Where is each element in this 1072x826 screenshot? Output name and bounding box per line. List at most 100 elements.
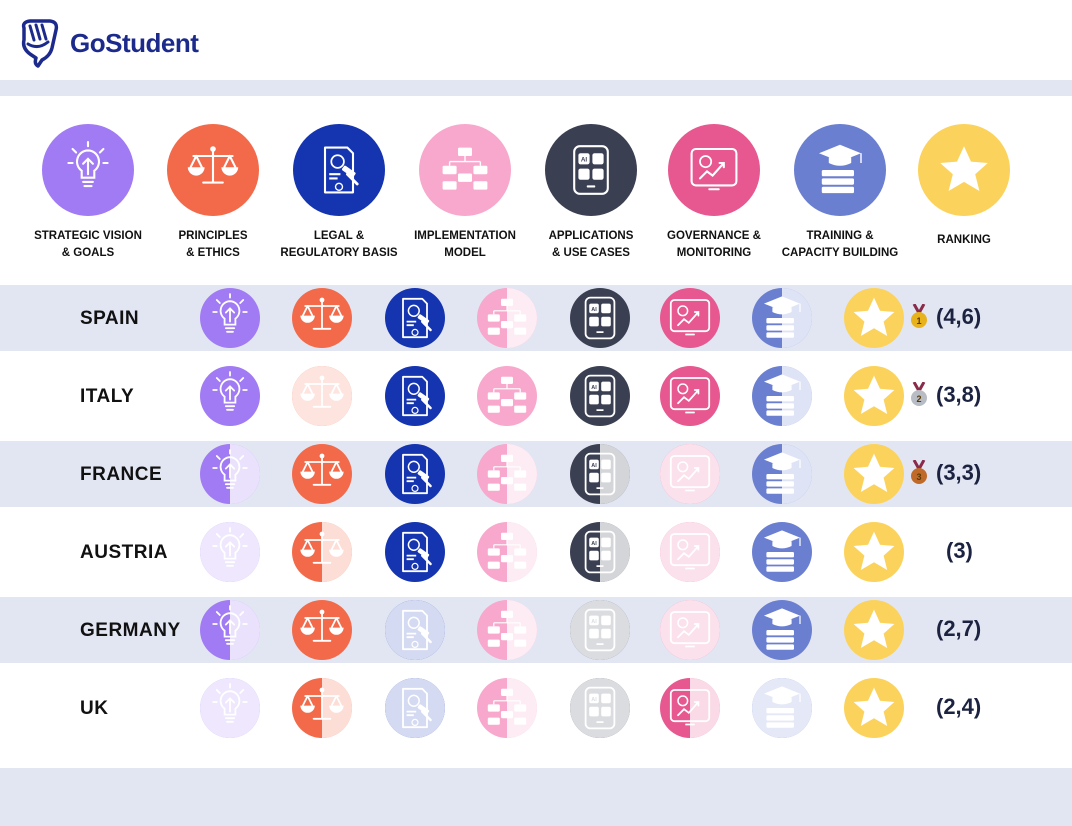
lightbulb-icon [212,371,248,411]
score-cell-ethics [292,600,352,660]
score-cell-train [752,678,812,738]
ranking-score: (2,7) [936,616,982,641]
half-overlay [507,678,537,738]
scales-icon [300,453,344,486]
flowchart-icon [442,147,488,190]
score-cell-vision [200,522,260,582]
score-cell-impl [477,444,537,504]
score-cell-ethics [292,366,352,426]
header-label-apps: APPLICATIONS & USE CASES [548,230,634,259]
score-cell-ethics [292,522,352,582]
score-cell-rank [844,522,904,582]
star-icon [940,146,988,191]
score-cell-impl [477,678,537,738]
header-label-vision: STRATEGIC VISION & GOALS [34,230,142,259]
lightbulb-icon [67,140,109,188]
half-overlay [507,444,537,504]
medal-number: 1 [916,316,921,326]
bottom-band [0,768,1072,826]
scales-icon [187,146,239,184]
country-name: SPAIN [80,308,140,329]
half-overlay [600,522,630,582]
ai-tablet-icon: AI [573,145,609,195]
svg-text:AI: AI [591,463,597,469]
header-monitor-chart-icon [668,124,760,216]
score-cell-apps: AI [570,678,630,738]
country-name: UK [80,698,109,719]
header-ai-tablet-icon: AI [545,124,637,216]
half-overlay [600,444,630,504]
ranking-score: (4,6) [936,304,982,329]
score-cell-rank [844,288,904,348]
score-cell-train [752,522,812,582]
score-cell-rank [844,444,904,504]
star-icon [853,687,895,726]
fade-overlay [385,678,445,738]
header-label-legal: LEGAL & REGULATORY BASIS [280,230,398,259]
gavel-document-icon [323,146,359,194]
score-cell-train [752,444,812,504]
score-cell-rank [844,600,904,660]
score-cell-gov [660,288,720,348]
fade-overlay [200,522,260,582]
score-cell-rank [844,678,904,738]
half-overlay [507,600,537,660]
svg-text:AI: AI [591,385,597,391]
fade-overlay [660,444,720,504]
svg-text:AI: AI [591,541,597,547]
star-icon [853,297,895,336]
header-label-gov: GOVERNANCE & MONITORING [667,230,761,259]
score-cell-gov [660,600,720,660]
gold-medal-icon: 1 [910,303,928,330]
score-cell-gov [660,522,720,582]
score-cell-train [752,288,812,348]
gavel-document-icon [402,297,432,339]
ranking-score: (2,4) [936,694,982,719]
half-overlay [230,444,260,504]
score-cell-legal [385,522,445,582]
score-cell-impl [477,522,537,582]
score-cell-gov [660,444,720,504]
star-icon [853,531,895,570]
lightbulb-icon [212,293,248,333]
country-name: AUSTRIA [80,542,168,563]
header-gavel-document-icon [293,124,385,216]
star-icon [853,609,895,648]
score-cell-vision [200,600,260,660]
score-cell-ethics [292,444,352,504]
score-cell-legal [385,288,445,348]
score-cell-apps: AI [570,522,630,582]
half-overlay [322,522,352,582]
brand-name: GoStudent [70,27,199,58]
half-overlay [322,678,352,738]
ai-tablet-icon: AI [584,296,616,340]
score-cell-vision [200,678,260,738]
score-cell-impl [477,600,537,660]
score-cell-legal [385,444,445,504]
fade-overlay [292,366,352,426]
header-lightbulb-icon [42,124,134,216]
monitor-chart-icon [690,147,738,191]
bronze-medal-icon: 3 [910,459,928,486]
half-overlay [782,288,812,348]
country-name: ITALY [80,386,135,407]
header-graduation-books-icon [794,124,886,216]
score-cell-train [752,600,812,660]
fade-overlay [385,600,445,660]
header-label-train: TRAINING & CAPACITY BUILDING [781,230,899,259]
ranking-score: (3,8) [936,382,982,407]
star-icon [853,375,895,414]
monitor-chart-icon [669,299,711,336]
scales-icon [300,297,344,330]
score-cell-ethics [292,288,352,348]
header-label-rank: RANKING [937,234,991,246]
medal-number: 3 [916,472,921,482]
score-cell-legal [385,678,445,738]
score-cell-impl [477,288,537,348]
silver-medal-icon: 2 [910,381,928,408]
fade-overlay [200,678,260,738]
top-band [0,80,1072,96]
country-name: GERMANY [80,620,181,641]
half-overlay [690,678,720,738]
half-overlay [230,600,260,660]
